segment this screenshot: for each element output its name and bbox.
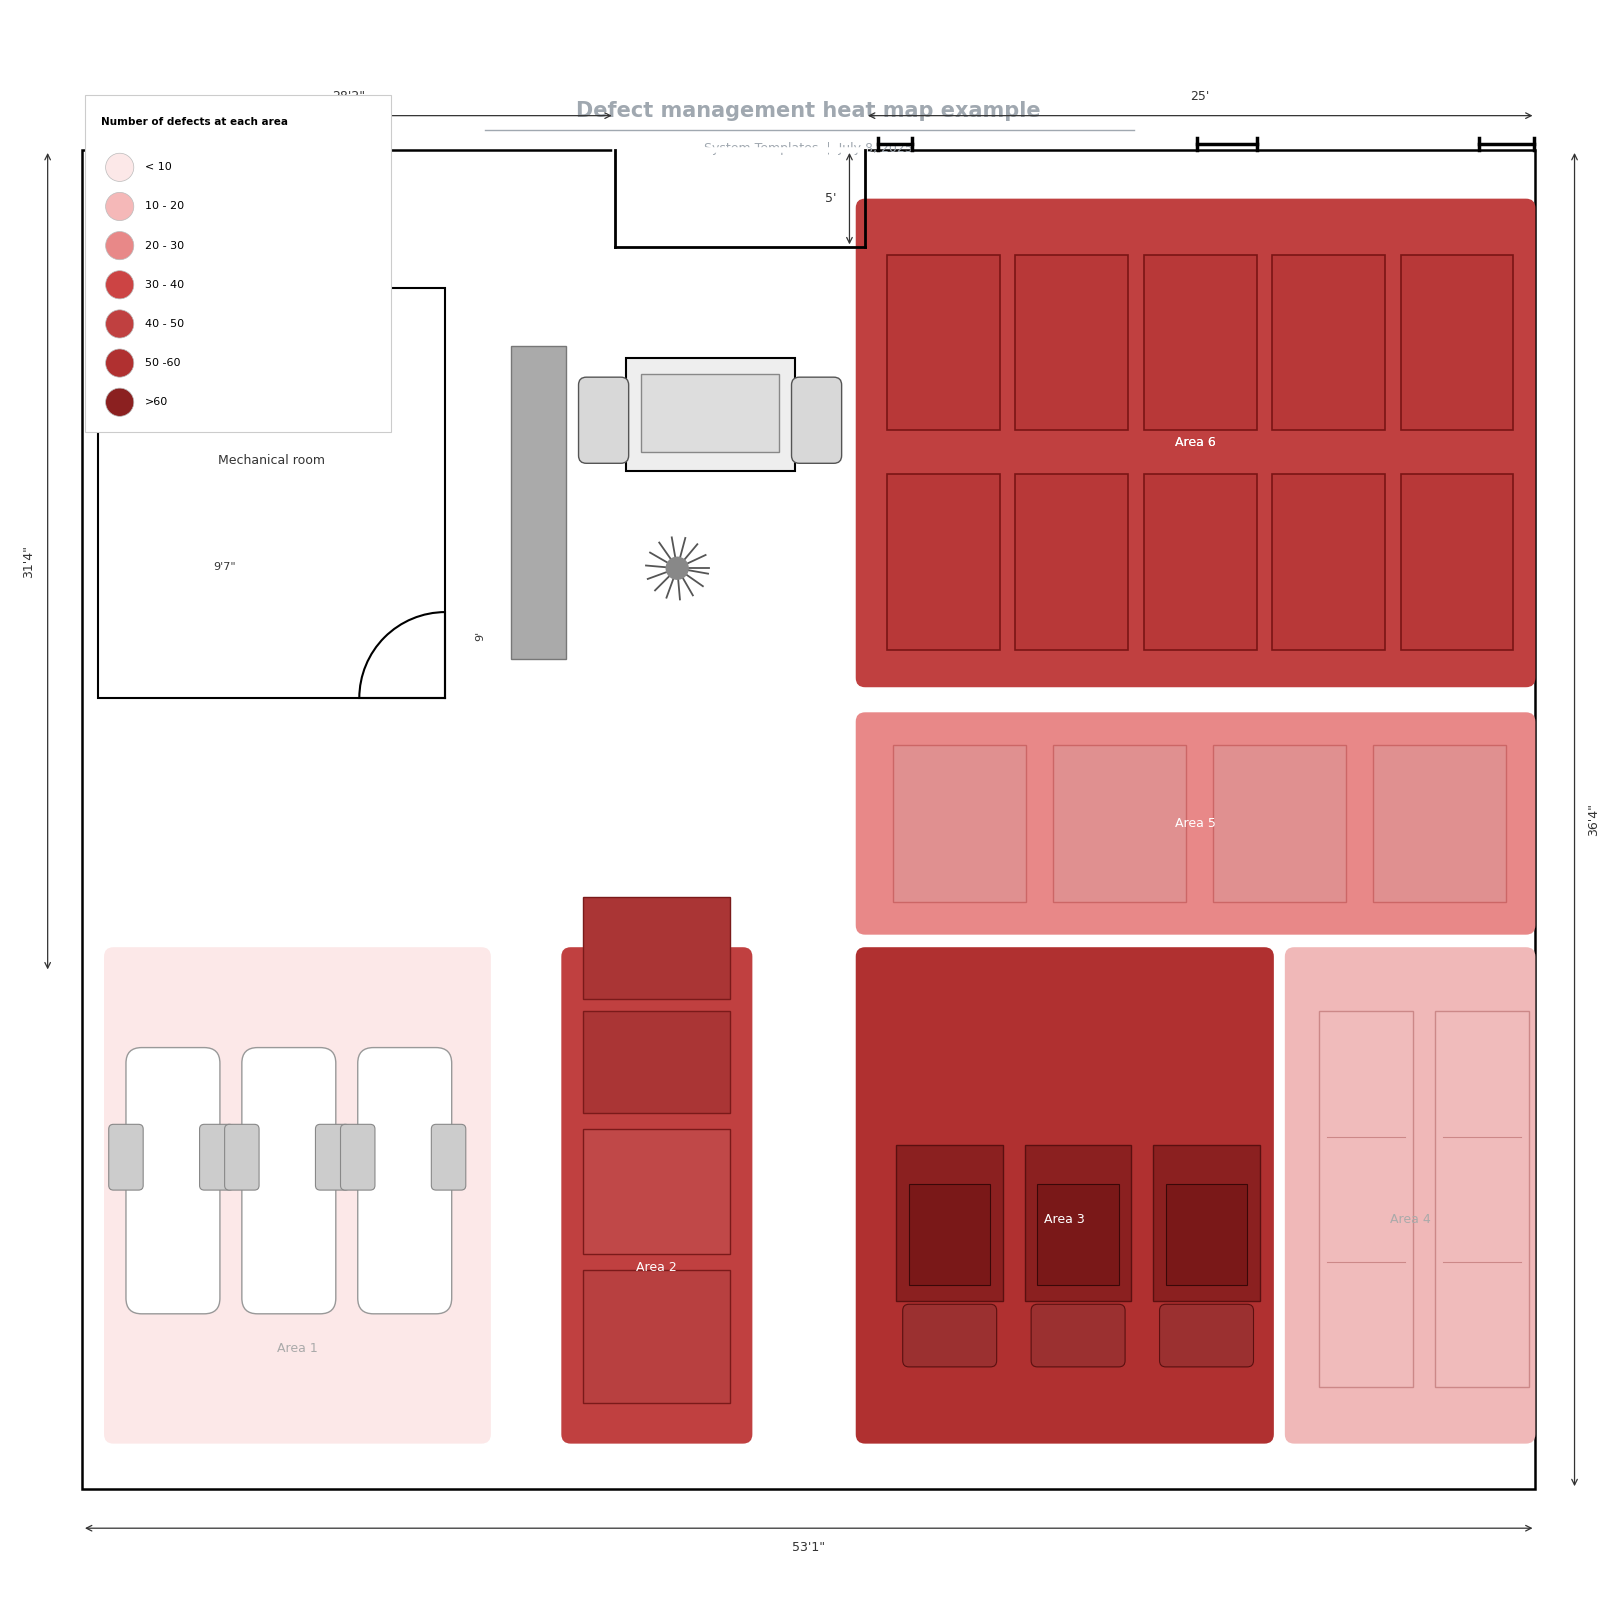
FancyBboxPatch shape — [1030, 1304, 1125, 1366]
FancyBboxPatch shape — [856, 198, 1536, 688]
FancyBboxPatch shape — [856, 947, 1274, 1443]
Text: 25': 25' — [1190, 90, 1210, 102]
Text: 50 -60: 50 -60 — [144, 358, 181, 368]
Circle shape — [106, 192, 134, 221]
Text: Area 2: Area 2 — [637, 1261, 677, 1274]
Bar — [1373, 746, 1506, 902]
Text: Area 6: Area 6 — [1174, 437, 1216, 450]
Text: Area 6: Area 6 — [1174, 437, 1216, 450]
Text: Area 4: Area 4 — [1390, 1213, 1430, 1226]
Bar — [584, 1011, 731, 1114]
Bar — [896, 1144, 1003, 1301]
Text: Area 5: Area 5 — [1174, 818, 1216, 830]
Bar — [1320, 1011, 1413, 1387]
Circle shape — [106, 270, 134, 299]
Circle shape — [666, 557, 688, 579]
Text: 53'1": 53'1" — [792, 1541, 826, 1554]
Bar — [1154, 1144, 1259, 1301]
Bar — [886, 254, 1000, 430]
Bar — [1272, 474, 1386, 650]
FancyBboxPatch shape — [85, 96, 390, 432]
Bar — [1144, 254, 1256, 430]
FancyBboxPatch shape — [1160, 1304, 1253, 1366]
FancyBboxPatch shape — [341, 1125, 374, 1190]
Text: 9': 9' — [475, 630, 485, 640]
Text: 31'4": 31'4" — [22, 544, 35, 578]
Bar — [1016, 254, 1128, 430]
Circle shape — [106, 154, 134, 181]
FancyBboxPatch shape — [856, 712, 1536, 934]
Bar — [1213, 746, 1346, 902]
Circle shape — [106, 232, 134, 259]
Circle shape — [106, 389, 134, 416]
Bar — [886, 474, 1000, 650]
FancyBboxPatch shape — [902, 1304, 997, 1366]
Bar — [1400, 254, 1514, 430]
Text: Area 1: Area 1 — [277, 1342, 318, 1355]
Bar — [584, 1130, 731, 1254]
Text: Mechanical room: Mechanical room — [218, 454, 325, 467]
FancyBboxPatch shape — [432, 1125, 466, 1190]
FancyBboxPatch shape — [126, 1048, 219, 1314]
FancyBboxPatch shape — [242, 1048, 336, 1314]
Bar — [909, 1184, 990, 1285]
Text: Defect management heat map example: Defect management heat map example — [576, 101, 1042, 122]
Bar — [82, 150, 1536, 1490]
Circle shape — [106, 349, 134, 378]
Text: 36'4": 36'4" — [1587, 803, 1600, 837]
FancyBboxPatch shape — [104, 947, 491, 1443]
FancyBboxPatch shape — [562, 947, 752, 1443]
Text: 10 - 20: 10 - 20 — [144, 202, 184, 211]
Bar — [1026, 1144, 1131, 1301]
Text: Area 3: Area 3 — [1045, 1213, 1085, 1226]
Bar — [1166, 1184, 1248, 1285]
Bar — [1435, 1011, 1530, 1387]
FancyBboxPatch shape — [792, 378, 842, 464]
FancyBboxPatch shape — [579, 378, 629, 464]
Text: 28'2": 28'2" — [331, 90, 365, 102]
Bar — [1053, 746, 1186, 902]
Bar — [584, 898, 731, 998]
FancyBboxPatch shape — [109, 1125, 142, 1190]
FancyBboxPatch shape — [358, 1048, 451, 1314]
Text: 30 - 40: 30 - 40 — [144, 280, 184, 290]
FancyBboxPatch shape — [1285, 947, 1536, 1443]
Text: 9'7": 9'7" — [213, 562, 235, 571]
Bar — [1016, 474, 1128, 650]
FancyBboxPatch shape — [224, 1125, 259, 1190]
Bar — [584, 1270, 731, 1403]
Bar — [1272, 254, 1386, 430]
Bar — [626, 358, 795, 470]
Text: 40 - 50: 40 - 50 — [144, 318, 184, 330]
Text: Number of defects at each area: Number of defects at each area — [101, 117, 288, 128]
Bar — [98, 288, 445, 698]
FancyBboxPatch shape — [200, 1125, 234, 1190]
Bar — [893, 746, 1027, 902]
Text: 5': 5' — [826, 192, 837, 205]
Circle shape — [106, 310, 134, 338]
Bar — [512, 346, 566, 659]
Text: System Templates  |  July 8, 2025: System Templates | July 8, 2025 — [704, 142, 914, 155]
Text: 20 - 30: 20 - 30 — [144, 240, 184, 251]
Bar — [1037, 1184, 1118, 1285]
Text: < 10: < 10 — [144, 162, 171, 173]
Bar — [642, 374, 779, 453]
Text: >60: >60 — [144, 397, 168, 408]
Bar — [1400, 474, 1514, 650]
Bar — [1144, 474, 1256, 650]
FancyBboxPatch shape — [315, 1125, 350, 1190]
